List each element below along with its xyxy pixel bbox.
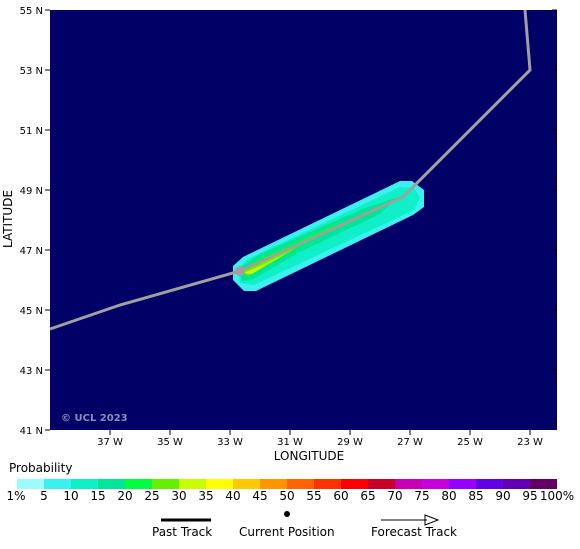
- colorbar-segment: [341, 479, 368, 489]
- colorbar-segment: [233, 479, 260, 489]
- colorbar-segment: [368, 479, 395, 489]
- colorbar-segment: [395, 479, 422, 489]
- lat-tick-label: 49 N: [20, 186, 43, 197]
- x-axis-title: LONGITUDE: [274, 449, 344, 463]
- colorbar-segment: [314, 479, 341, 489]
- forecast-track-legend-label: Forecast Track: [371, 525, 457, 539]
- colorbar-segment: [152, 479, 179, 489]
- colorbar-label: 25: [144, 489, 160, 503]
- colorbar-segment: [476, 479, 503, 489]
- colorbar-segment: [125, 479, 152, 489]
- lat-tick-label: 41 N: [20, 426, 43, 437]
- axis-ticks: [45, 9, 557, 435]
- colorbar-label: 80: [441, 489, 457, 503]
- y-axis-title: LATITUDE: [1, 190, 15, 248]
- colorbar-segment: [179, 479, 206, 489]
- colorbar-segment: [287, 479, 314, 489]
- colorbar-segment: [71, 479, 98, 489]
- lon-tick-label: 27 W: [397, 437, 423, 448]
- colorbar-label: 100%: [539, 489, 575, 503]
- colorbar-label: 95: [522, 489, 538, 503]
- colorbar-segment: [422, 479, 449, 489]
- colorbar-label: 85: [468, 489, 484, 503]
- colorbar-label: 75: [414, 489, 430, 503]
- colorbar-label: 50: [279, 489, 295, 503]
- past-track-legend-label: Past Track: [152, 525, 213, 539]
- colorbar-label: 30: [171, 489, 187, 503]
- legend-title: Probability: [9, 461, 73, 475]
- colorbar-label: 55: [306, 489, 322, 503]
- storm-track: [49, 9, 532, 331]
- lat-tick-label: 53 N: [20, 66, 43, 77]
- colorbar-label: 60: [333, 489, 349, 503]
- lat-tick-label: 55 N: [20, 6, 43, 17]
- colorbar-segment: [503, 479, 530, 489]
- colorbar-label: 45: [252, 489, 268, 503]
- lon-tick-label: 23 W: [517, 437, 543, 448]
- copyright-text: © UCL 2023: [61, 413, 128, 424]
- probability-colorbar: [17, 479, 557, 489]
- colorbar-segment: [260, 479, 287, 489]
- colorbar-label: 1%: [6, 489, 26, 503]
- lat-tick-label: 45 N: [20, 306, 43, 317]
- lon-tick-label: 29 W: [337, 437, 363, 448]
- colorbar-label: 5: [40, 489, 48, 503]
- colorbar-segment: [449, 479, 476, 489]
- colorbar-segment: [98, 479, 125, 489]
- colorbar-segment: [530, 479, 557, 489]
- colorbar-segment: [44, 479, 71, 489]
- colorbar-label: 40: [225, 489, 241, 503]
- colorbar-segment: [17, 479, 44, 489]
- lat-tick-label: 51 N: [20, 126, 43, 137]
- colorbar-label: 90: [495, 489, 511, 503]
- lat-tick-label: 43 N: [20, 366, 43, 377]
- lat-tick-label: 47 N: [20, 246, 43, 257]
- current-position-legend-label: Current Position: [239, 525, 335, 539]
- lon-tick-label: 35 W: [157, 437, 183, 448]
- colorbar-label: 15: [90, 489, 106, 503]
- lon-tick-label: 25 W: [457, 437, 483, 448]
- colorbar-label: 65: [360, 489, 376, 503]
- lon-tick-label: 31 W: [277, 437, 303, 448]
- lon-tick-label: 37 W: [97, 437, 123, 448]
- map-background: [50, 10, 557, 430]
- forecast-track-legend-arrow: [381, 514, 440, 526]
- current-position-legend-dot: [284, 511, 290, 517]
- current-position-marker: [235, 266, 245, 276]
- colorbar-label: 20: [117, 489, 133, 503]
- colorbar-label: 70: [387, 489, 403, 503]
- lon-tick-label: 33 W: [217, 437, 243, 448]
- colorbar-label: 10: [63, 489, 79, 503]
- colorbar-segment: [206, 479, 233, 489]
- colorbar-label: 35: [198, 489, 214, 503]
